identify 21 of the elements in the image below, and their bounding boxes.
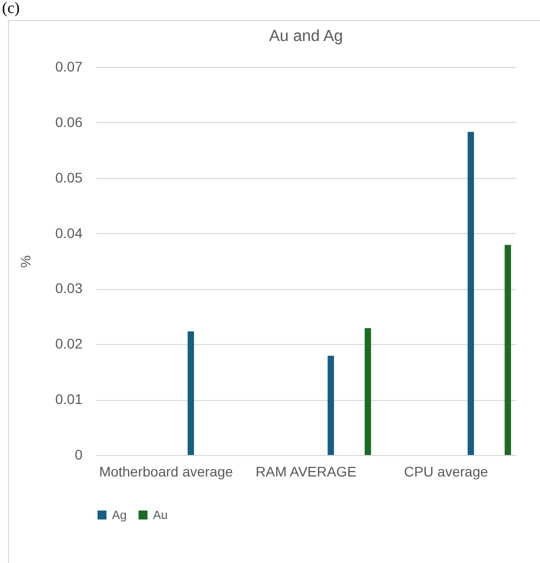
y-tick-label: 0.05	[55, 169, 83, 186]
y-tick-label: 0.06	[55, 114, 83, 130]
y-tick-label: 0.02	[55, 336, 83, 352]
text: (c)	[2, 0, 20, 18]
chart-title: Au and Ag	[269, 28, 343, 45]
bar	[468, 132, 474, 455]
y-tick-label: 0.01	[55, 391, 83, 408]
bar	[328, 356, 334, 455]
x-tick-label: Motherboard average	[99, 464, 234, 480]
bar	[364, 328, 372, 455]
bar	[188, 331, 194, 455]
x-tick-label: RAM AVERAGE	[256, 464, 356, 480]
bar	[504, 244, 512, 455]
y-tick-label: 0.04	[55, 224, 83, 241]
x-tick-label: CPU average	[404, 464, 488, 480]
y-tick-label: 0.07	[55, 58, 83, 74]
legend-label: Ag	[112, 508, 127, 522]
y-tick-label: 0.03	[55, 280, 83, 296]
y-tick-label: 0	[74, 446, 83, 462]
y-axis-title: %	[17, 255, 34, 268]
legend-label: Au	[153, 508, 168, 522]
